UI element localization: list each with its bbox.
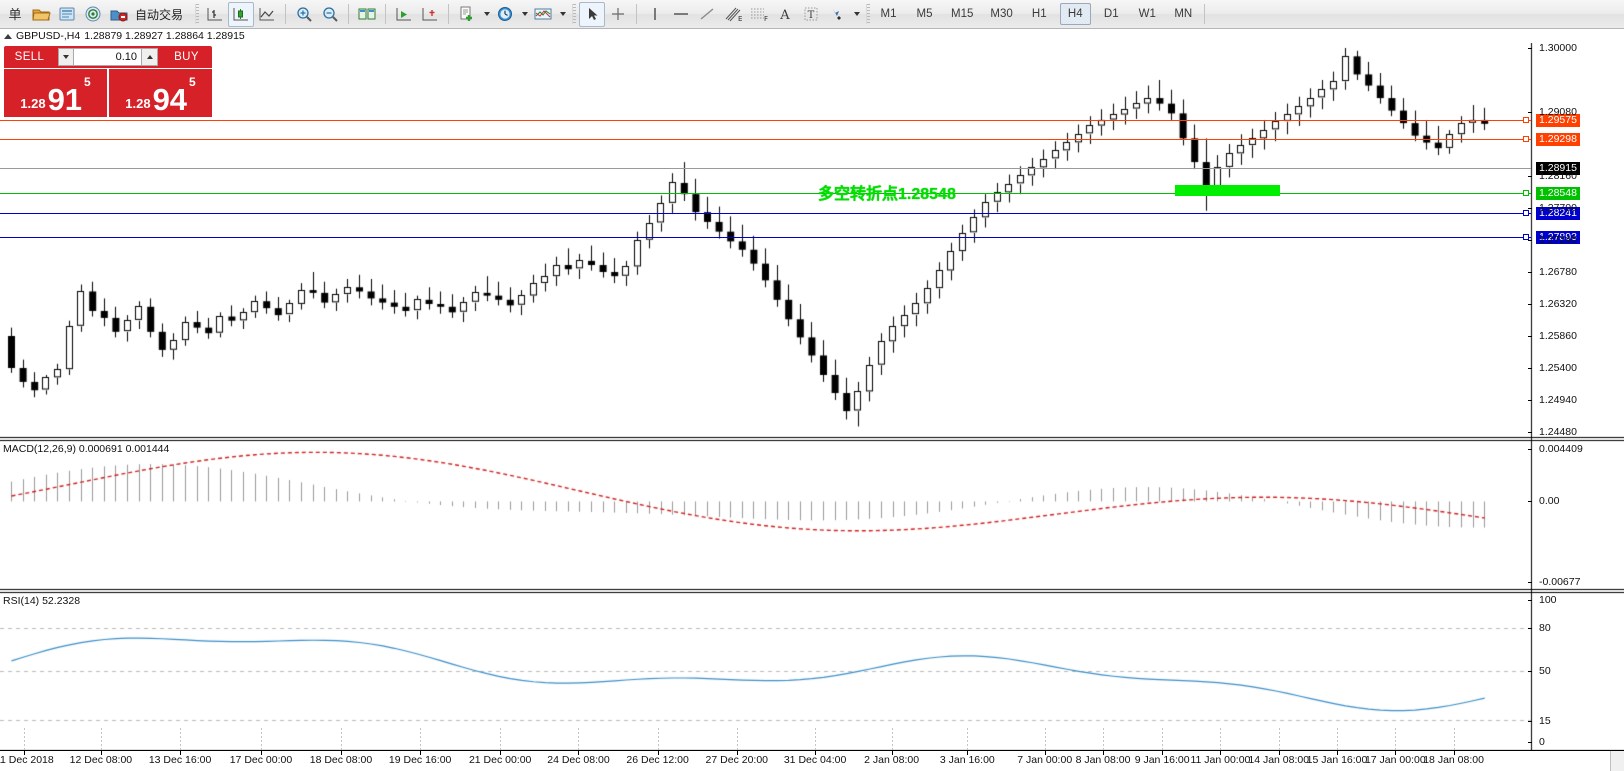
- sell-button[interactable]: SELL: [4, 46, 55, 68]
- toolbar-separator: [570, 4, 577, 25]
- fibonacci-icon[interactable]: F: [746, 2, 772, 27]
- timeframe-h4[interactable]: H4: [1059, 3, 1091, 25]
- symbol-title: GBPUSD-,H4: [16, 30, 81, 42]
- auto-scroll-icon[interactable]: [391, 2, 417, 27]
- toolbar-separator: [445, 4, 452, 25]
- buy-price-sup: 5: [189, 75, 196, 89]
- timeframe-m15[interactable]: M15: [951, 8, 974, 20]
- text-label-icon[interactable]: A: [772, 2, 798, 27]
- scroll-corner[interactable]: [1610, 751, 1624, 771]
- chart-area[interactable]: 1.29575 1.29298 1.28915 1.28548 1.28241 1.278…: [0, 42, 1624, 771]
- sell-price-main: 91: [47, 82, 83, 118]
- timeframe-mn[interactable]: MN: [1174, 8, 1193, 20]
- objects-dropdown-icon[interactable]: [850, 2, 862, 27]
- buy-button[interactable]: BUY: [161, 46, 212, 68]
- line-chart-icon[interactable]: [254, 2, 280, 27]
- sell-price-display[interactable]: 1.28 91 5: [4, 69, 107, 117]
- volume-increment-button[interactable]: [142, 48, 158, 66]
- templates-icon[interactable]: [454, 2, 480, 27]
- main-toolbar: 单: [0, 0, 1624, 29]
- symbol-ohlc: 1.28879 1.28927 1.28864 1.28915: [84, 30, 245, 42]
- toolbar-separator: [193, 4, 200, 25]
- bar-chart-icon[interactable]: [202, 2, 228, 27]
- signals-icon[interactable]: [80, 2, 106, 27]
- timeframe-d1[interactable]: D1: [1103, 8, 1119, 20]
- objects-icon[interactable]: [824, 2, 850, 27]
- tile-windows-icon[interactable]: [354, 2, 380, 27]
- timeframe-h1[interactable]: H1: [1031, 8, 1047, 20]
- svg-text:单: 单: [8, 8, 21, 23]
- period-icon[interactable]: [492, 2, 518, 27]
- candlestick-chart-icon[interactable]: [228, 1, 255, 27]
- volume-dropdown-button[interactable]: [58, 48, 74, 66]
- indicators-dropdown-icon[interactable]: [556, 2, 568, 27]
- svg-text:F: F: [764, 15, 768, 23]
- svg-text:A: A: [779, 8, 790, 23]
- cursor-icon[interactable]: [579, 1, 606, 27]
- toolbar-separator: [633, 4, 640, 25]
- timeframe-w1[interactable]: W1: [1138, 8, 1156, 20]
- period-dropdown-icon[interactable]: [518, 2, 530, 27]
- zoom-out-icon[interactable]: [317, 2, 343, 27]
- equidistant-channel-icon[interactable]: E: [720, 2, 746, 27]
- toolbar-separator: [382, 4, 389, 25]
- buy-price-main: 94: [152, 82, 188, 118]
- timeframe-m30[interactable]: M30: [990, 8, 1013, 20]
- svg-text:T: T: [808, 10, 815, 21]
- indicators-icon[interactable]: [530, 2, 556, 27]
- vertical-line-icon[interactable]: [642, 2, 668, 27]
- buy-price-prefix: 1.28: [125, 96, 151, 111]
- terminal-icon[interactable]: [54, 2, 80, 27]
- chart-canvas[interactable]: [0, 43, 1624, 771]
- autotrade-icon[interactable]: [106, 2, 132, 27]
- zoom-in-icon[interactable]: [291, 2, 317, 27]
- templates-dropdown-icon[interactable]: [480, 2, 492, 27]
- crosshair-icon[interactable]: [605, 2, 631, 27]
- one-click-trading-panel[interactable]: SELL 0.10 BUY 1.28 91 5 1.28 94 5: [4, 46, 212, 117]
- toolbar-separator: [864, 4, 871, 25]
- autotrade-label[interactable]: 自动交易: [135, 7, 184, 22]
- new-order-icon[interactable]: 单: [2, 2, 28, 27]
- toolbar-separator: [1201, 4, 1208, 25]
- timeframe-m1[interactable]: M1: [880, 8, 897, 20]
- symbol-bar: GBPUSD-,H4 1.28879 1.28927 1.28864 1.289…: [0, 29, 1624, 43]
- sell-price-prefix: 1.28: [20, 96, 46, 111]
- toolbar-separator: [282, 4, 289, 25]
- collapse-triangle-icon[interactable]: [4, 33, 12, 39]
- timeframe-group: M1 M5 M15 M30 H1 H4 D1 W1 MN: [873, 3, 1199, 25]
- text-box-icon[interactable]: T: [798, 2, 824, 27]
- toolbar-separator: [345, 4, 352, 25]
- svg-text:E: E: [738, 15, 742, 23]
- volume-stepper[interactable]: 0.10: [55, 46, 161, 68]
- sell-price-sup: 5: [84, 75, 91, 89]
- folder-icon[interactable]: [28, 2, 54, 27]
- volume-input[interactable]: 0.10: [74, 48, 142, 66]
- timeframe-m5[interactable]: M5: [916, 8, 933, 20]
- chart-shift-icon[interactable]: [417, 2, 443, 27]
- buy-price-display[interactable]: 1.28 94 5: [109, 69, 212, 117]
- trendline-icon[interactable]: [694, 2, 720, 27]
- horizontal-line-icon[interactable]: [668, 2, 694, 27]
